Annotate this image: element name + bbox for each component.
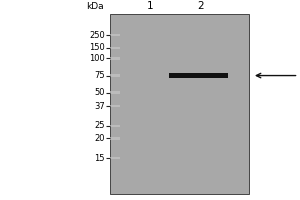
Text: 1: 1 bbox=[147, 1, 153, 11]
Text: 50: 50 bbox=[94, 88, 105, 97]
Text: kDa: kDa bbox=[86, 2, 104, 11]
Bar bbox=[110, 105, 120, 107]
Text: 75: 75 bbox=[94, 71, 105, 80]
Bar bbox=[110, 14, 249, 194]
Text: 250: 250 bbox=[89, 31, 105, 40]
Text: 37: 37 bbox=[94, 102, 105, 111]
Text: 2: 2 bbox=[198, 1, 204, 11]
Text: 25: 25 bbox=[94, 121, 105, 130]
Bar bbox=[110, 157, 120, 159]
Text: 20: 20 bbox=[94, 134, 105, 143]
Text: 150: 150 bbox=[89, 43, 105, 52]
Bar bbox=[110, 57, 120, 60]
Text: 15: 15 bbox=[94, 154, 105, 163]
Bar bbox=[110, 74, 120, 77]
Bar bbox=[110, 47, 120, 49]
Bar bbox=[110, 91, 120, 94]
Bar bbox=[110, 125, 120, 127]
Bar bbox=[110, 34, 120, 36]
Bar bbox=[110, 137, 120, 140]
Bar bbox=[169, 73, 228, 78]
Text: 100: 100 bbox=[89, 54, 105, 63]
